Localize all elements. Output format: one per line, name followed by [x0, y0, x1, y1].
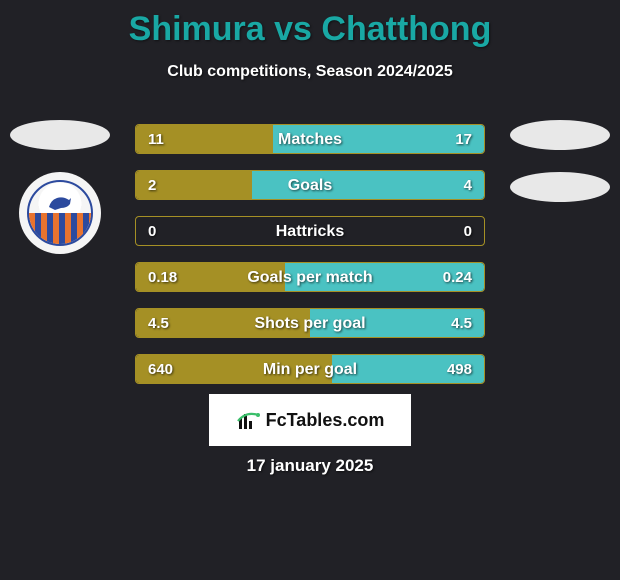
stat-row: 640498Min per goal — [135, 354, 485, 384]
fctables-logo: FcTables.com — [209, 394, 411, 446]
player2-column — [510, 120, 610, 224]
stat-row: 00Hattricks — [135, 216, 485, 246]
page-title: Shimura vs Chatthong — [0, 0, 620, 49]
fctables-icon — [236, 409, 260, 431]
stat-row: 0.180.24Goals per match — [135, 262, 485, 292]
stat-label: Goals per match — [136, 263, 484, 292]
player1-club-badge — [19, 172, 101, 254]
date: 17 january 2025 — [0, 456, 620, 476]
player2-avatar-placeholder — [510, 120, 610, 150]
horse-icon — [45, 192, 75, 212]
subtitle: Club competitions, Season 2024/2025 — [0, 63, 620, 81]
stats-bars: 1117Matches 24Goals 00Hattricks 0.180.24Goa… — [135, 124, 485, 400]
stat-label: Matches — [136, 125, 484, 154]
stat-label: Min per goal — [136, 355, 484, 384]
stat-row: 1117Matches — [135, 124, 485, 154]
stat-row: 24Goals — [135, 170, 485, 200]
player1-avatar-placeholder — [10, 120, 110, 150]
stat-label: Shots per goal — [136, 309, 484, 338]
stat-row: 4.54.5Shots per goal — [135, 308, 485, 338]
player2-club-placeholder — [510, 172, 610, 202]
fctables-text: FcTables.com — [266, 410, 385, 431]
player1-column — [10, 120, 110, 254]
stat-label: Hattricks — [136, 217, 484, 246]
stat-label: Goals — [136, 171, 484, 200]
